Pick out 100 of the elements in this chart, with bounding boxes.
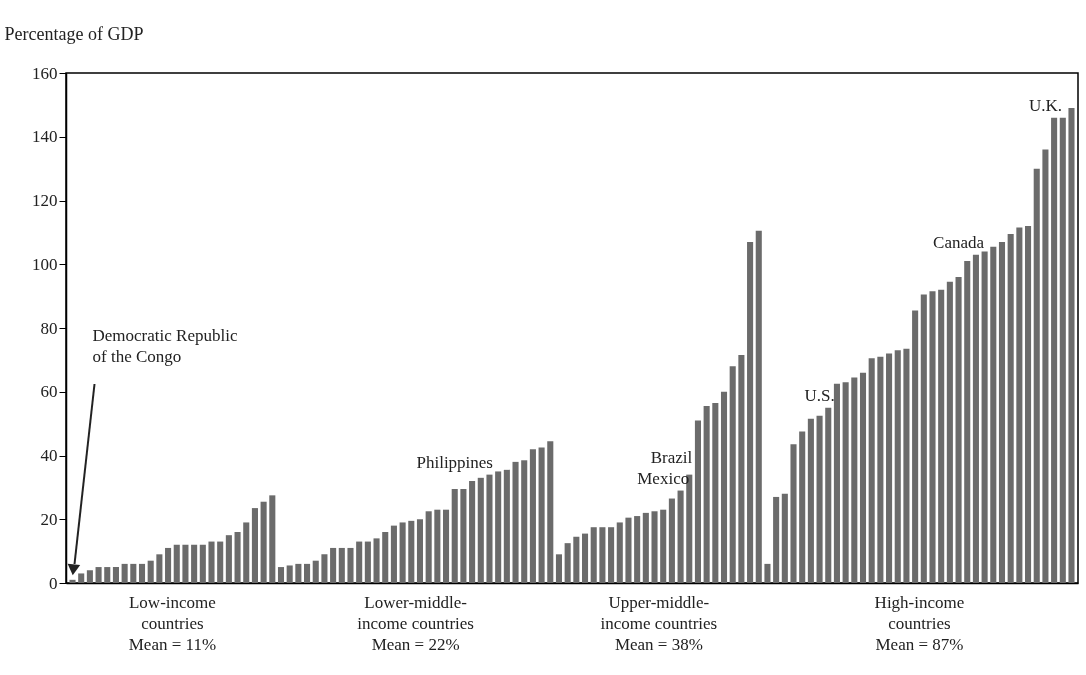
bar: [78, 573, 85, 583]
bar: [599, 527, 606, 583]
bar: [651, 511, 658, 583]
bar: [964, 261, 971, 583]
bar: [660, 509, 667, 583]
bar: [217, 541, 224, 583]
y-tick-label: 140: [32, 127, 58, 147]
series-label: Upper-middle- income countries Mean = 38%: [600, 593, 718, 654]
bar: [590, 527, 597, 583]
bar: [842, 382, 849, 583]
bar: [790, 444, 797, 583]
bar: [625, 517, 632, 583]
bar: [807, 418, 814, 583]
bar: [1016, 227, 1023, 583]
bar: [251, 508, 258, 583]
bar: [382, 532, 389, 583]
y-axis-title: Percentage of GDP: [4, 23, 144, 44]
bar: [816, 415, 823, 583]
annotation: Democratic Republic of the Congo: [92, 326, 238, 366]
bar: [330, 547, 337, 583]
bar: [460, 488, 467, 583]
bar: [225, 535, 232, 583]
y-tick-label: 120: [32, 191, 58, 210]
series-label: Lower-middle- income countries Mean = 22%: [357, 593, 474, 654]
bar: [668, 498, 675, 583]
bar: [825, 407, 832, 583]
bar: [512, 461, 519, 583]
bar: [277, 567, 285, 583]
bar: [443, 509, 450, 583]
bar: [373, 538, 380, 583]
bar: [581, 533, 589, 583]
bar: [416, 519, 424, 583]
bar: [1007, 233, 1014, 583]
bar: [747, 241, 754, 583]
bar: [69, 579, 76, 583]
bar: [451, 488, 458, 583]
bar: [799, 431, 806, 583]
series-label: Low-income countries Mean = 11%: [128, 593, 217, 654]
bar: [529, 449, 536, 583]
y-tick-label: 60: [40, 382, 58, 402]
bar: [165, 547, 172, 583]
bar: [138, 563, 146, 583]
bar: [920, 294, 927, 583]
bar: [912, 310, 919, 583]
bar: [521, 460, 528, 583]
bar: [364, 541, 371, 583]
bar: [929, 291, 936, 583]
series-label: High-income countries Mean = 87%: [874, 593, 965, 654]
data-label: U.K.: [1028, 95, 1062, 115]
bar: [147, 560, 154, 583]
bar: [955, 277, 962, 583]
bar: [877, 356, 884, 583]
bar: [304, 563, 311, 583]
bar: [998, 241, 1006, 583]
bar: [286, 565, 293, 583]
bar: [642, 512, 649, 583]
bar: [712, 402, 719, 583]
bar: [781, 493, 788, 583]
bar: [538, 447, 545, 583]
bar: [321, 554, 328, 583]
data-label: U.S.: [804, 385, 835, 405]
bar: [946, 281, 953, 583]
bar: [477, 477, 484, 583]
bar: [312, 560, 319, 583]
bar: [1059, 117, 1066, 583]
bar: [616, 522, 623, 583]
bar: [755, 230, 762, 583]
bar: [720, 391, 728, 583]
bar: [156, 554, 163, 583]
data-label: Mexico: [637, 468, 690, 488]
bar: [503, 469, 510, 583]
bar: [851, 377, 858, 583]
bar: [434, 509, 441, 583]
bar: [903, 348, 910, 583]
bar: [390, 525, 397, 583]
bar: [773, 496, 780, 583]
bar: [1033, 168, 1040, 583]
bar: [764, 563, 771, 583]
bar: [972, 254, 979, 583]
bar: [703, 406, 710, 583]
bar: [173, 544, 180, 583]
bar: [208, 541, 215, 583]
bar: [112, 567, 119, 583]
bar: [486, 474, 493, 583]
bar: [130, 563, 137, 583]
bar: [338, 547, 345, 583]
bar: [234, 532, 241, 583]
bar: [573, 536, 580, 583]
data-label: Canada: [933, 232, 985, 252]
y-tick-label: 0: [49, 573, 58, 593]
bar: [859, 372, 867, 583]
bar: [495, 471, 502, 583]
bar: [694, 420, 701, 583]
y-tick-label: 20: [40, 509, 58, 529]
bar: [95, 567, 102, 583]
bar: [408, 520, 415, 583]
bar: [199, 544, 206, 583]
bar: [564, 543, 571, 583]
bar: [938, 289, 945, 583]
bar: [894, 350, 901, 583]
